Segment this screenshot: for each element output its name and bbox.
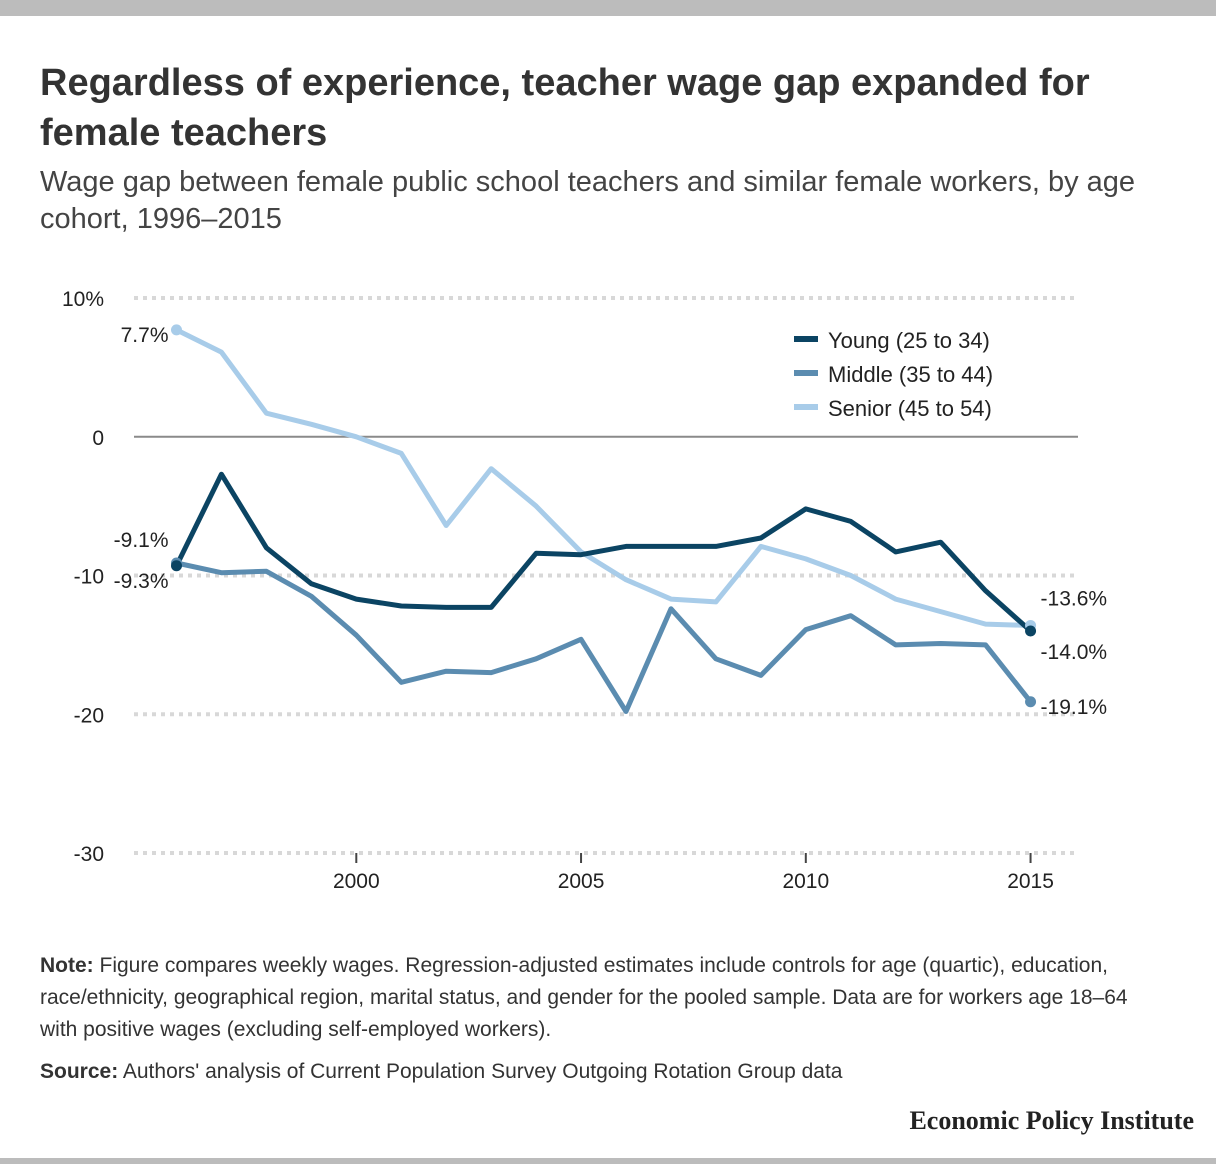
legend-swatch <box>794 404 818 410</box>
data-label: -9.1% <box>114 529 169 552</box>
y-tick-label: 0 <box>92 427 104 450</box>
y-tick-label: -10 <box>74 566 104 589</box>
x-tick-label: 2000 <box>333 870 380 893</box>
top-border-bar <box>0 0 1216 16</box>
publisher-logo-text: Economic Policy Institute <box>909 1106 1194 1135</box>
x-axis-ticks: 2000 2005 2010 2015 <box>333 853 1054 893</box>
data-label: -13.6% <box>1041 587 1108 610</box>
series-line-2 <box>174 327 1034 628</box>
y-tick-label: -30 <box>74 843 104 866</box>
y-axis-ticks: 10% 0 -10 -20 -30 <box>62 288 104 866</box>
bottom-border-bar <box>0 1158 1216 1164</box>
series-lines <box>171 324 1037 714</box>
data-label: -19.1% <box>1041 696 1108 719</box>
y-tick-label: 10% <box>62 288 104 311</box>
note: Note: Figure compares weekly wages. Regr… <box>40 950 1170 1046</box>
legend-swatch <box>794 370 818 376</box>
source-label: Source: <box>40 1060 119 1083</box>
data-label: 7.7% <box>121 324 169 347</box>
data-label: -9.3% <box>114 570 169 593</box>
chart-subtitle: Wage gap between female public school te… <box>40 166 1136 235</box>
y-tick-label: -20 <box>74 704 104 727</box>
legend-label: Senior (45 to 54) <box>828 396 992 421</box>
series-line-0 <box>174 471 1034 634</box>
endpoint-marker <box>171 324 182 336</box>
legend-swatch <box>794 336 818 342</box>
x-tick-label: 2005 <box>558 870 605 893</box>
x-tick-label: 2015 <box>1007 870 1054 893</box>
data-label: -14.0% <box>1041 641 1108 664</box>
source-text: Authors' analysis of Current Population … <box>118 1060 843 1083</box>
note-label: Note: <box>40 954 94 977</box>
source: Source: Authors' analysis of Current Pop… <box>40 1056 1170 1088</box>
endpoint-marker <box>1025 625 1037 637</box>
line-chart: 10% 0 -10 -20 -30 2000 2005 2010 2015 7.7% -9.1%… <box>62 288 1107 893</box>
note-text: Figure compares weekly wages. Regression… <box>40 954 1128 1041</box>
grid-lines <box>134 296 1078 855</box>
data-labels: 7.7% -9.1% -9.3% -13.6% -14.0% -19.1% <box>114 324 1107 719</box>
endpoint-marker <box>1025 696 1037 708</box>
chart-notes: Note: Figure compares weekly wages. Regr… <box>40 950 1170 1098</box>
endpoint-marker <box>171 560 182 572</box>
x-tick-label: 2010 <box>782 870 829 893</box>
legend-label: Middle (35 to 44) <box>828 362 993 387</box>
series-line-1 <box>174 560 1034 714</box>
chart-legend: Young (25 to 34) Middle (35 to 44) Senior … <box>794 328 993 421</box>
chart-title: Regardless of experience, teacher wage g… <box>40 62 1090 154</box>
legend-label: Young (25 to 34) <box>828 328 990 353</box>
